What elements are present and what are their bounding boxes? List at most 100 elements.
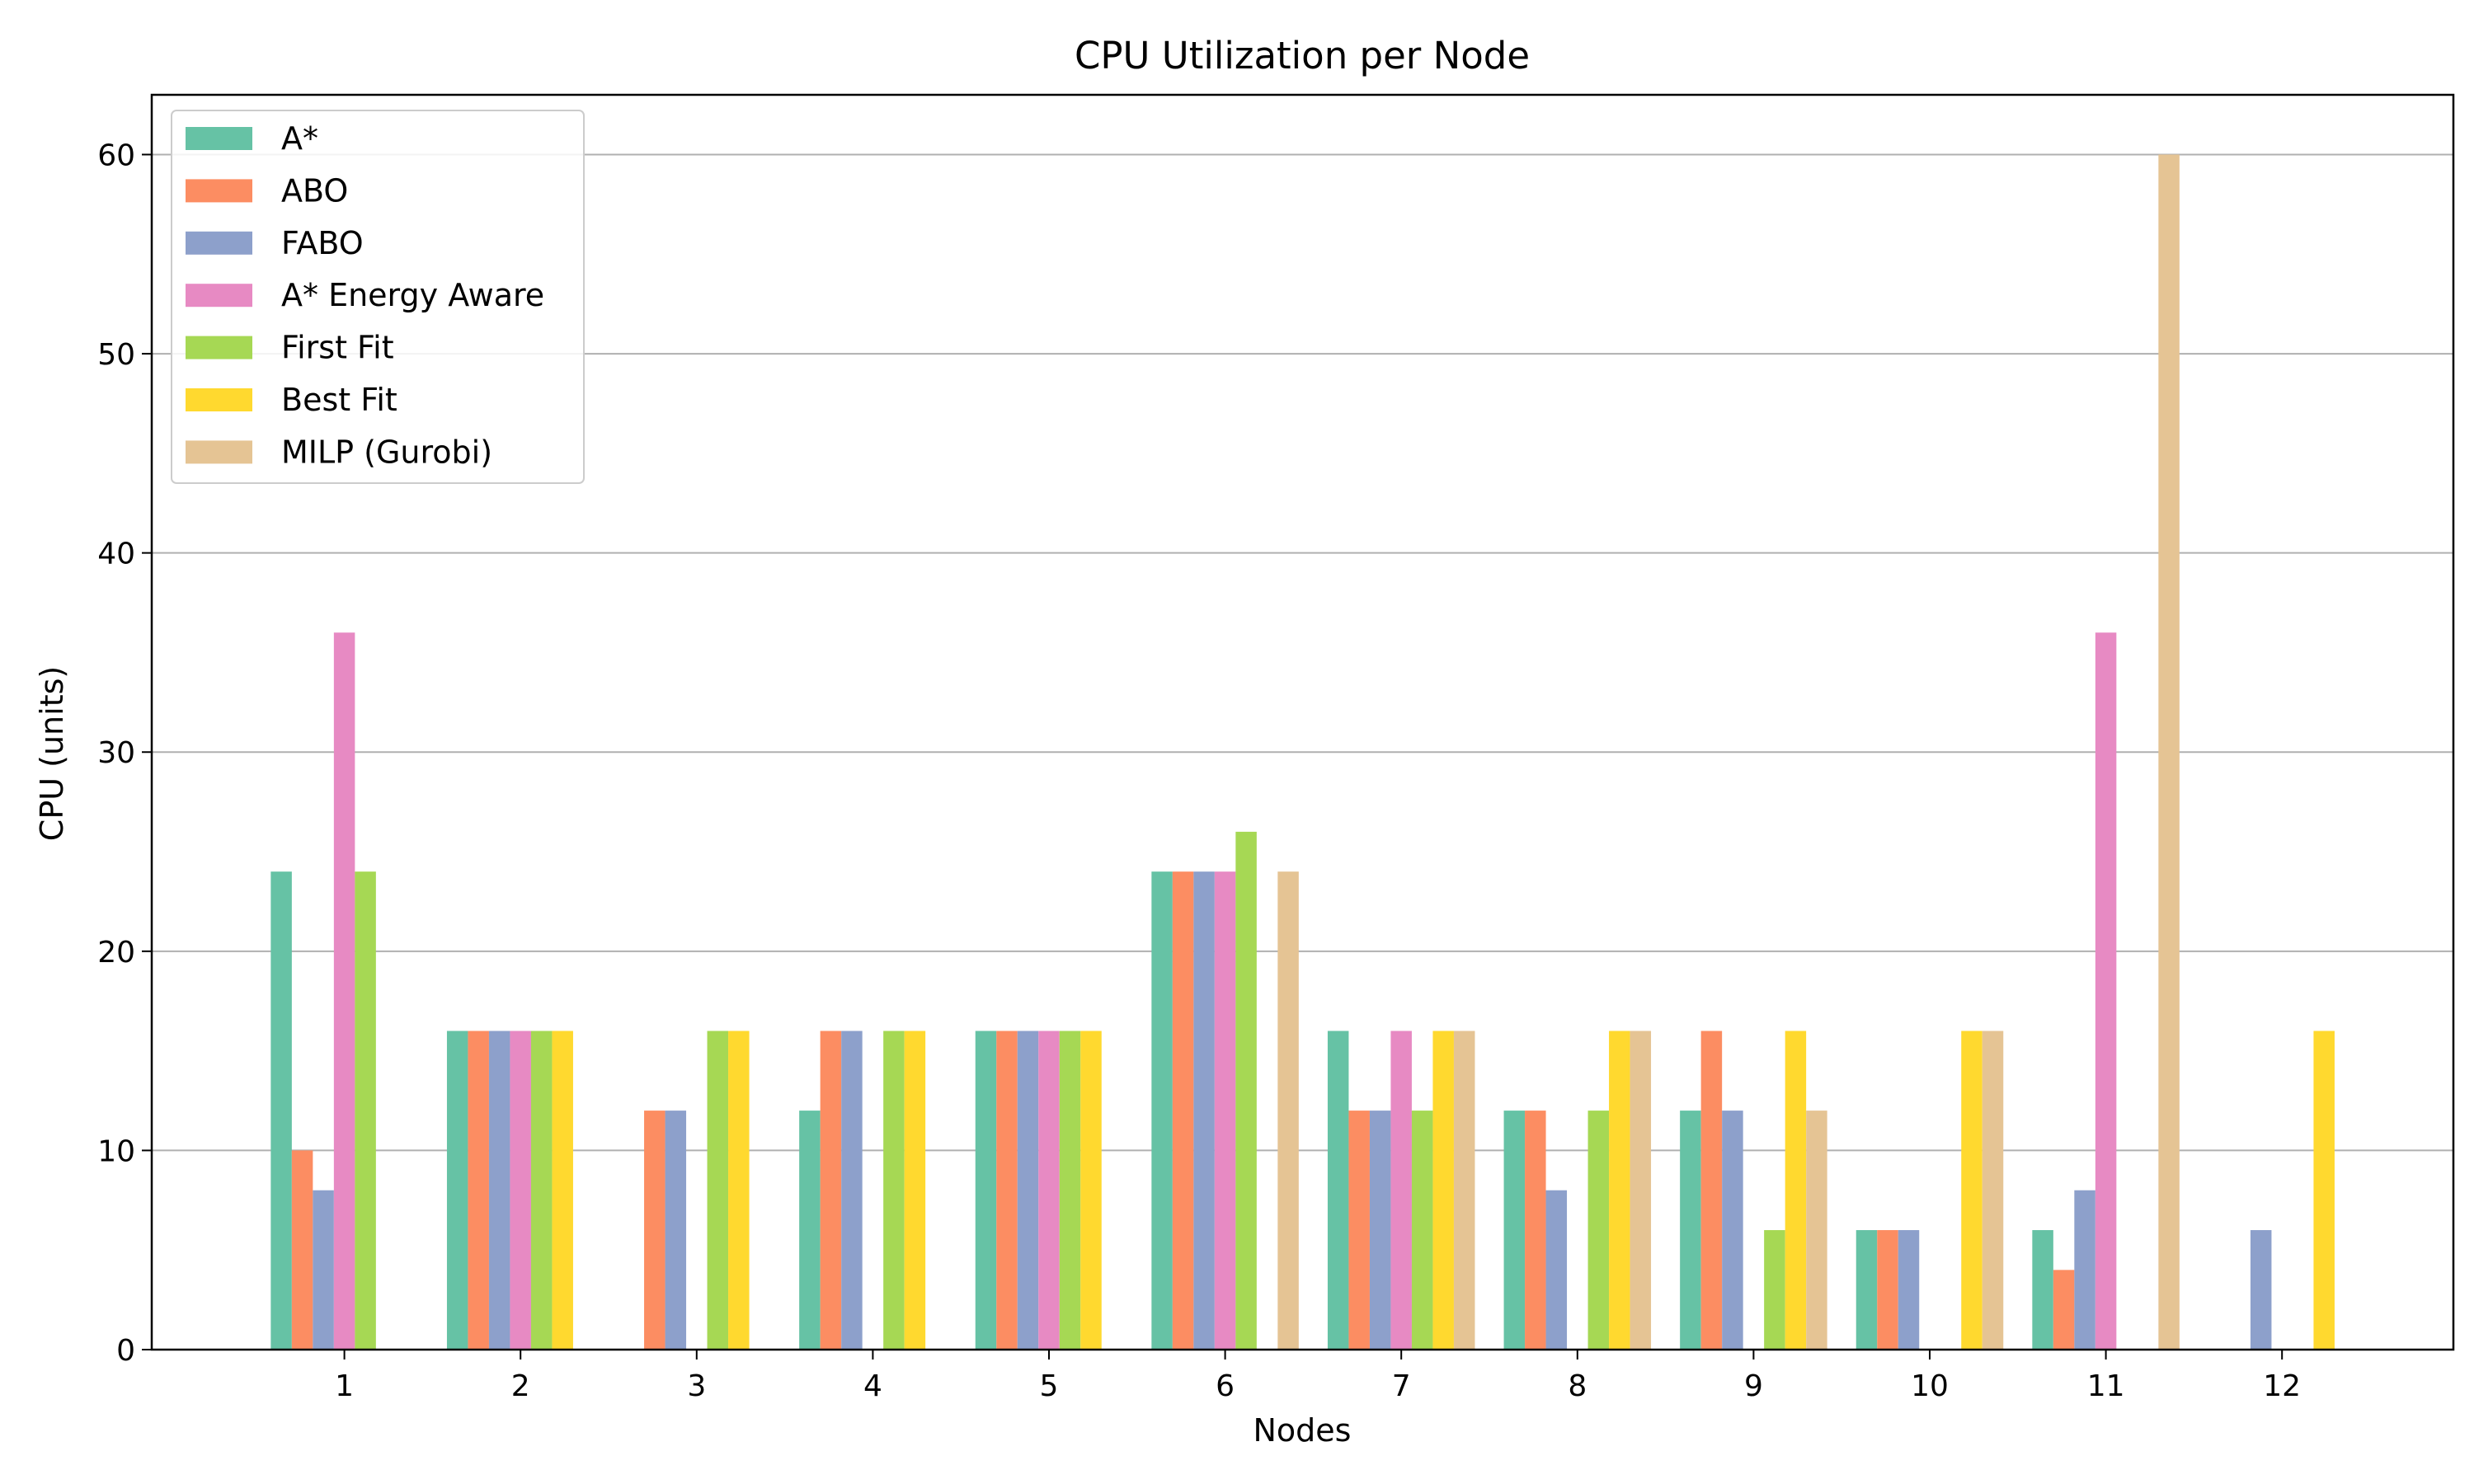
bar-best-fit-node-3 xyxy=(728,1031,750,1350)
y-tick-label: 20 xyxy=(97,936,135,970)
bar-milp-gurobi--node-6 xyxy=(1277,871,1299,1350)
bar-a-energy-aware-node-2 xyxy=(510,1031,531,1350)
bar-abo-node-1 xyxy=(291,1150,313,1350)
x-tick-label: 9 xyxy=(1744,1369,1763,1403)
bar-first-fit-node-5 xyxy=(1059,1031,1081,1350)
bar-fabo-node-7 xyxy=(1369,1111,1391,1350)
bar-first-fit-node-8 xyxy=(1587,1111,1610,1350)
legend-box xyxy=(171,110,585,484)
bar-abo-node-10 xyxy=(1877,1230,1898,1350)
bar-a--node-10 xyxy=(1856,1230,1878,1350)
y-tick-label: 30 xyxy=(97,736,135,770)
bar-a-energy-aware-node-6 xyxy=(1214,871,1236,1350)
bar-fabo-node-10 xyxy=(1898,1230,1920,1350)
bar-best-fit-node-8 xyxy=(1609,1031,1630,1350)
bar-abo-node-7 xyxy=(1348,1111,1370,1350)
bar-best-fit-node-12 xyxy=(2313,1031,2335,1350)
legend-swatch xyxy=(186,388,252,411)
bar-first-fit-node-1 xyxy=(355,871,376,1350)
bar-abo-node-2 xyxy=(468,1031,489,1350)
y-tick-label: 10 xyxy=(97,1134,135,1168)
bar-first-fit-node-3 xyxy=(707,1031,729,1350)
y-tick-label: 60 xyxy=(97,139,135,172)
bars xyxy=(270,154,2335,1350)
bar-fabo-node-6 xyxy=(1193,871,1215,1350)
bar-a--node-6 xyxy=(1151,871,1173,1350)
bar-fabo-node-12 xyxy=(2250,1230,2272,1350)
x-tick-label: 11 xyxy=(2087,1369,2125,1403)
x-tick-label: 4 xyxy=(863,1369,882,1403)
bar-abo-node-5 xyxy=(996,1031,1018,1350)
bar-milp-gurobi--node-9 xyxy=(1806,1111,1827,1350)
bar-best-fit-node-5 xyxy=(1080,1031,1102,1350)
legend-label: ABO xyxy=(281,172,348,209)
bar-best-fit-node-2 xyxy=(552,1031,573,1350)
bar-milp-gurobi--node-8 xyxy=(1630,1031,1652,1350)
bar-a--node-5 xyxy=(975,1031,997,1350)
y-axis-ticks: 0 10 20 30 40 50 60 xyxy=(97,139,152,1368)
legend-swatch xyxy=(186,284,252,308)
chart-title: CPU Utilization per Node xyxy=(1075,34,1530,77)
bar-a--node-1 xyxy=(270,871,292,1350)
bar-best-fit-node-9 xyxy=(1785,1031,1807,1350)
bar-a--node-11 xyxy=(2032,1230,2053,1350)
bar-fabo-node-5 xyxy=(1017,1031,1039,1350)
bar-fabo-node-11 xyxy=(2074,1190,2095,1350)
bar-a-energy-aware-node-7 xyxy=(1390,1031,1412,1350)
bar-first-fit-node-9 xyxy=(1764,1230,1785,1350)
bar-abo-node-9 xyxy=(1700,1031,1723,1350)
legend-label: First Fit xyxy=(281,330,394,366)
bar-a--node-8 xyxy=(1503,1111,1526,1350)
x-tick-label: 2 xyxy=(511,1369,530,1403)
bar-a--node-7 xyxy=(1327,1031,1349,1350)
bar-abo-node-6 xyxy=(1172,871,1194,1350)
bar-first-fit-node-7 xyxy=(1411,1111,1433,1350)
x-tick-label: 5 xyxy=(1040,1369,1059,1403)
y-axis-label: CPU (units) xyxy=(34,666,70,841)
bar-a--node-4 xyxy=(799,1111,821,1350)
legend-swatch xyxy=(186,231,252,255)
bar-best-fit-node-10 xyxy=(1961,1031,1982,1350)
bar-fabo-node-9 xyxy=(1722,1111,1743,1350)
x-axis-label: Nodes xyxy=(1253,1412,1352,1449)
bar-first-fit-node-4 xyxy=(883,1031,905,1350)
legend-label: A* Energy Aware xyxy=(281,277,544,313)
y-tick-label: 50 xyxy=(97,338,135,372)
y-tick-label: 40 xyxy=(97,538,135,571)
bar-milp-gurobi--node-10 xyxy=(1982,1031,2004,1350)
bar-fabo-node-1 xyxy=(313,1190,334,1350)
bar-a-energy-aware-node-5 xyxy=(1038,1031,1060,1350)
bar-a-energy-aware-node-1 xyxy=(333,632,355,1350)
bar-abo-node-3 xyxy=(644,1111,666,1350)
bar-abo-node-8 xyxy=(1525,1111,1546,1350)
x-tick-label: 7 xyxy=(1392,1369,1411,1403)
bar-abo-node-11 xyxy=(2053,1270,2075,1350)
bar-fabo-node-3 xyxy=(665,1111,687,1350)
legend-swatch xyxy=(186,440,252,464)
bar-abo-node-4 xyxy=(820,1031,842,1350)
bar-a--node-2 xyxy=(446,1031,468,1350)
legend: A* ABO FABO A* Energy Aware First Fit Best Fi… xyxy=(171,110,585,484)
bar-best-fit-node-7 xyxy=(1432,1031,1454,1350)
legend-label: Best Fit xyxy=(281,382,397,418)
x-tick-label: 8 xyxy=(1568,1369,1587,1403)
legend-label: MILP (Gurobi) xyxy=(281,434,492,470)
bar-a--node-9 xyxy=(1680,1111,1701,1350)
bar-fabo-node-2 xyxy=(488,1031,510,1350)
bar-a-energy-aware-node-11 xyxy=(2095,632,2117,1350)
bar-milp-gurobi--node-11 xyxy=(2158,154,2180,1350)
x-tick-label: 10 xyxy=(1911,1369,1949,1403)
x-tick-label: 6 xyxy=(1216,1369,1235,1403)
bar-milp-gurobi--node-7 xyxy=(1453,1031,1475,1350)
bar-best-fit-node-4 xyxy=(904,1031,926,1350)
bar-first-fit-node-6 xyxy=(1235,831,1257,1350)
x-tick-label: 12 xyxy=(2263,1369,2301,1403)
x-axis-ticks: 1 2 3 4 5 6 7 8 9 10 11 12 xyxy=(335,1350,2301,1403)
legend-swatch xyxy=(186,336,252,359)
legend-swatch xyxy=(186,127,252,150)
plot-frame xyxy=(150,93,2455,1351)
legend-label: A* xyxy=(281,120,318,157)
y-tick-label: 0 xyxy=(116,1334,135,1368)
legend-label: FABO xyxy=(281,225,364,261)
